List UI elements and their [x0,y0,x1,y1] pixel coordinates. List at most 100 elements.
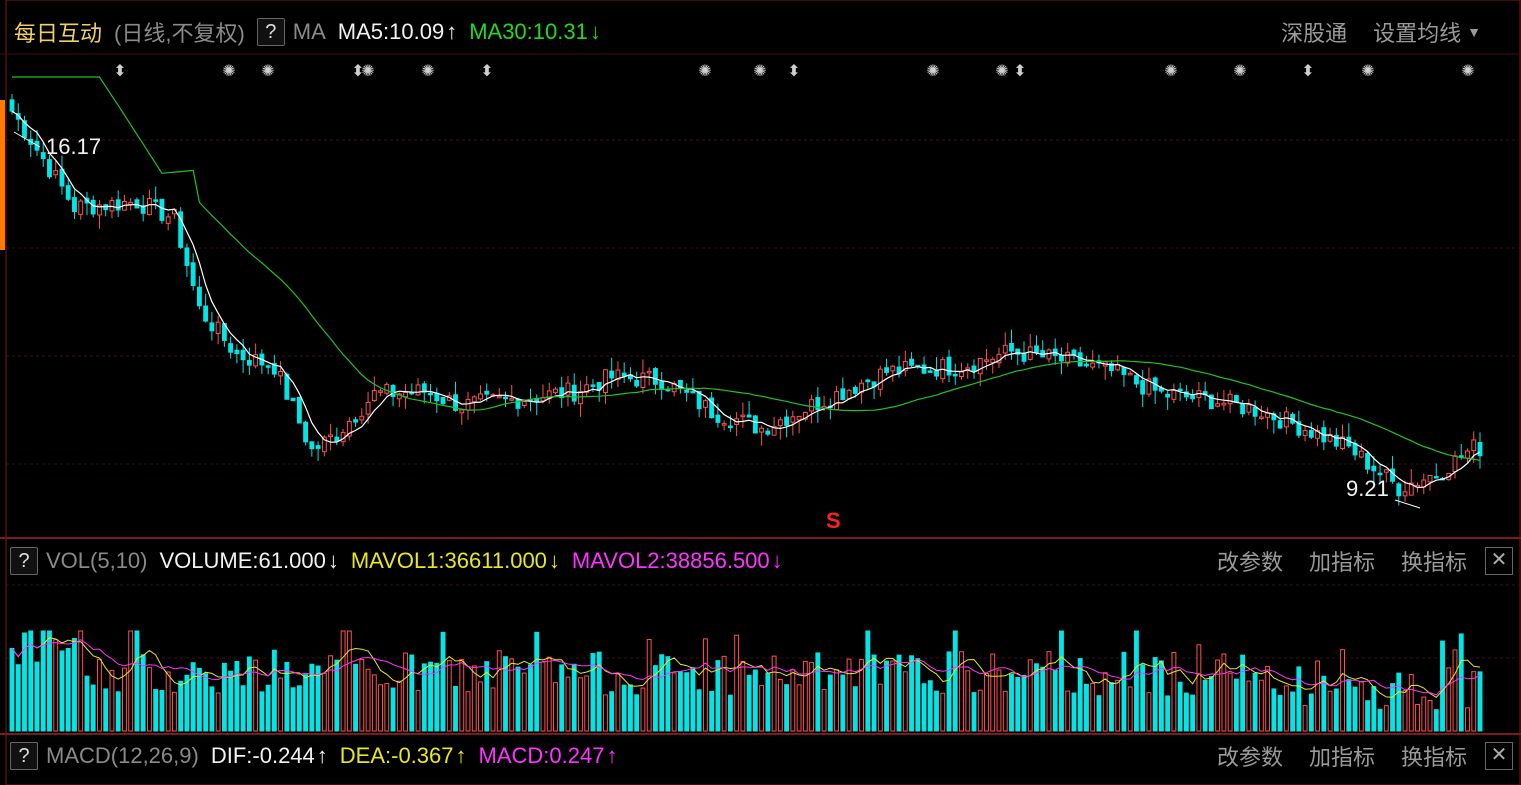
macd-switch-indicator-button[interactable]: 换指标 [1400,745,1467,770]
candle-body [1233,395,1239,403]
candle-body [1333,435,1339,447]
candle-body [1277,420,1283,429]
event-marker-icon[interactable]: ⬍ [1301,61,1314,80]
volume-bar [215,692,221,732]
volume-bar [996,669,1002,732]
candle-body [521,401,527,406]
event-marker-icon[interactable]: ✺ [1233,61,1246,80]
candle-body [503,396,508,400]
event-marker-icon[interactable]: ✺ [926,61,939,80]
help-button[interactable]: ? [256,18,285,46]
candle-body [1227,393,1233,405]
candle-body [278,370,284,377]
candle-body [559,387,565,399]
mavol2-line [11,639,1481,696]
volume-bar [190,662,196,732]
candle-body [465,398,471,411]
volume-bar [934,690,939,732]
volume-bar [1227,672,1233,732]
volume-bar [465,691,471,732]
macd-indicator-name[interactable]: MACD(12,26,9) [46,743,199,768]
volume-bar [153,689,159,732]
candle-body [721,423,727,426]
vol-add-indicator-button[interactable]: 加指标 [1308,550,1375,575]
volume-bar [1327,690,1333,732]
volume-bar [484,661,490,732]
event-marker-icon[interactable]: ✺ [1361,61,1374,80]
volume-tools: 改参数 加指标 换指标 ✕ [1191,545,1521,577]
vol-help-button[interactable]: ? [10,547,38,575]
event-marker-icon[interactable]: ✺ [421,61,434,80]
volume-bar [59,650,65,732]
volume-bar [977,689,983,732]
macd-change-params-button[interactable]: 改参数 [1216,745,1283,770]
main-tools: 深股通 设置均线 ▼ [1255,16,1481,48]
macd-up-arrow-icon: ↑ [606,743,618,768]
set-ma-button[interactable]: 设置均线 [1373,21,1462,46]
candle-body [1471,439,1477,452]
volume-bar [1240,654,1246,732]
event-marker-icon[interactable]: ✺ [1164,61,1177,80]
volume-bar [665,656,671,732]
volume-bar [715,660,721,732]
candle-body [553,388,558,393]
volume-bar [434,662,440,732]
candle-body [371,390,377,401]
event-marker-icon[interactable]: ✺ [753,61,766,80]
volume-bar [565,676,571,732]
volume-bar [1290,691,1296,732]
candle-body [1165,393,1171,398]
chevron-down-icon[interactable]: ▼ [1467,24,1481,40]
hk-connect-button[interactable]: 深股通 [1281,21,1348,46]
macd-header: ? MACD(12,26,9) DIF:-0.244 ↑ DEA:-0.367 … [10,738,617,774]
candle-body [515,398,521,409]
candle-body [634,379,640,387]
candle-body [1059,354,1064,362]
signal-s-marker: S [826,508,841,533]
vol-switch-indicator-button[interactable]: 换指标 [1400,550,1467,575]
event-marker-icon[interactable]: ✺ [261,61,274,80]
candle-body [1183,391,1189,398]
event-marker-icon[interactable]: ✺ [995,61,1008,80]
candle-body [1396,483,1402,497]
event-marker-icon[interactable]: ⬍ [1013,61,1026,80]
volume-bar [1190,694,1196,732]
event-marker-icon[interactable]: ✺ [1461,61,1474,80]
vol-change-params-button[interactable]: 改参数 [1216,550,1283,575]
event-marker-icon[interactable]: ⬍ [787,61,800,80]
candle-body [421,383,427,393]
volume-bar [290,687,296,732]
candle-body [47,159,52,178]
event-marker-icon[interactable]: ⬍ [113,61,126,80]
macd-close-icon[interactable]: ✕ [1485,742,1513,770]
volume-bar [1102,672,1108,732]
volume-bar [540,661,546,732]
event-marker-icon[interactable]: ⬍ [480,61,493,80]
event-marker-icon[interactable]: ✺ [361,61,374,80]
volume-bar [22,632,27,732]
volume-bar [771,655,777,732]
volume-bar [1096,695,1102,732]
macd-add-indicator-button[interactable]: 加指标 [1308,745,1375,770]
volume-bar [1246,680,1252,732]
candle-body [309,441,315,450]
candle-body [140,205,146,214]
volume-bar [684,672,690,732]
candle-body [1465,450,1470,459]
vol-indicator-name[interactable]: VOL(5,10) [46,548,148,573]
stock-name[interactable]: 每日互动 [14,21,103,46]
vol-close-icon[interactable]: ✕ [1485,547,1513,575]
candle-body [97,204,102,216]
event-marker-icon[interactable]: ✺ [222,61,235,80]
volume-bar [740,660,746,732]
event-marker-icon[interactable]: ⬍ [351,61,364,80]
candle-body [802,411,808,420]
period-label[interactable]: (日线,不复权) [114,21,245,46]
ma5-up-arrow-icon: ↑ [446,19,458,44]
event-marker-icon[interactable]: ✺ [698,61,711,80]
volume-bar [1402,690,1408,732]
macd-value: MACD:0.247 [478,743,605,768]
macd-help-button[interactable]: ? [10,742,38,770]
volume-bar [1140,664,1146,732]
